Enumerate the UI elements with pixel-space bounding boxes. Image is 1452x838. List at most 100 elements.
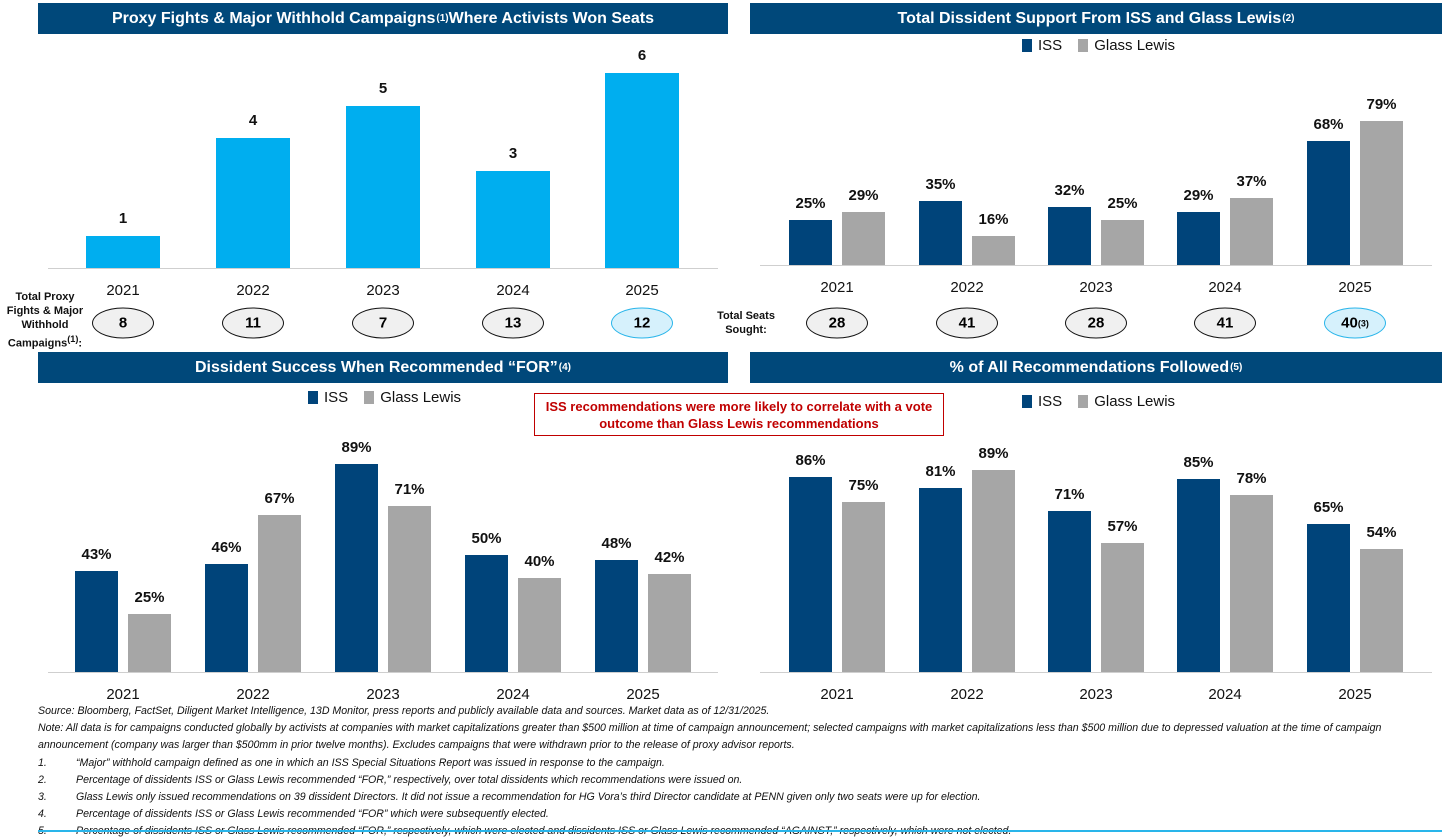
- bar: [476, 170, 550, 268]
- bar: [605, 73, 679, 268]
- total-count: 11: [245, 314, 261, 332]
- bar-glass-lewis: [1360, 121, 1403, 265]
- total-count: 13: [504, 314, 522, 332]
- chart-title: Dissident Success When Recommended “FOR”: [195, 358, 558, 376]
- data-label: 50%: [471, 530, 502, 547]
- data-label: 16%: [978, 210, 1009, 228]
- row-label-line: Total Seats: [717, 310, 775, 322]
- superscript: (1): [436, 13, 449, 24]
- x-tick-label: 2025: [625, 282, 659, 299]
- legend-swatch: [308, 391, 318, 404]
- chart-title-header: Proxy Fights & Major Withhold Campaigns(…: [38, 3, 728, 34]
- chart-title: Proxy Fights & Major Withhold Campaigns: [111, 9, 436, 27]
- bar-iss: [919, 201, 962, 265]
- data-label: 29%: [1183, 187, 1214, 205]
- total-count-oval: 8: [92, 307, 154, 339]
- bar-iss: [465, 555, 508, 672]
- bar-iss: [1307, 524, 1350, 672]
- data-label: 6: [637, 47, 647, 64]
- data-label: 37%: [1236, 172, 1267, 190]
- bar-iss: [1177, 212, 1220, 265]
- data-label: 42%: [654, 548, 685, 566]
- legend-swatch: [364, 391, 375, 404]
- total-count-oval: 41: [1194, 307, 1256, 339]
- legend-label: Glass Lewis: [1094, 37, 1176, 54]
- legend-label: ISS: [1038, 37, 1063, 54]
- bar-iss: [789, 476, 832, 672]
- total-count-oval: 7: [352, 307, 414, 339]
- total-count: 41: [958, 314, 976, 332]
- x-tick-label: 2022: [950, 686, 984, 703]
- bar-glass-lewis: [648, 573, 691, 672]
- total-count-oval: 11: [222, 307, 284, 339]
- legend: ISS Glass Lewis: [308, 389, 471, 406]
- total-count-oval: 40 (3): [1324, 307, 1386, 339]
- superscript: (1): [67, 334, 79, 344]
- footnote: 2. Percentage of dissidents ISS or Glass …: [38, 772, 1438, 789]
- footnote-text: Glass Lewis only issued recommendations …: [76, 791, 981, 804]
- data-label: 1: [118, 209, 128, 227]
- x-tick-label: 2021: [820, 279, 854, 296]
- data-label: 3: [508, 144, 518, 162]
- bar-glass-lewis: [1101, 219, 1144, 265]
- chart-title-suffix: Where Activists Won Seats: [448, 9, 655, 27]
- data-label: 46%: [211, 539, 242, 557]
- data-label: 89%: [978, 444, 1009, 462]
- data-label: 89%: [341, 438, 372, 456]
- x-tick-label: 2023: [366, 686, 400, 703]
- legend-label: Glass Lewis: [380, 389, 462, 406]
- legend-swatch: [1078, 39, 1089, 52]
- footnote: 4. Percentage of dissidents ISS or Glass …: [38, 806, 1438, 823]
- data-label: 54%: [1366, 524, 1397, 542]
- legend-label: ISS: [324, 389, 349, 406]
- x-tick-label: 2022: [236, 282, 270, 299]
- data-label: 40%: [524, 553, 555, 571]
- x-tick-label: 2024: [496, 686, 530, 703]
- source-note: Source: Bloomberg, FactSet, Diligent Mar…: [38, 705, 770, 717]
- x-tick-label: 2024: [1208, 279, 1242, 296]
- data-label: 71%: [394, 480, 425, 498]
- total-count-oval: 13: [482, 307, 544, 339]
- bar-iss: [789, 219, 832, 265]
- legend: ISS Glass Lewis: [1022, 37, 1185, 54]
- legend-swatch: [1022, 395, 1032, 408]
- bar-glass-lewis: [128, 613, 171, 672]
- x-axis-line: [760, 672, 1432, 673]
- data-label: 43%: [81, 546, 112, 564]
- x-tick-label: 2021: [820, 686, 854, 703]
- superscript: (4): [558, 362, 571, 373]
- total-count-oval: 28: [1065, 307, 1127, 339]
- bottom-divider: [38, 830, 1442, 832]
- bar-glass-lewis: [842, 501, 885, 672]
- superscript: (5): [1230, 362, 1243, 373]
- footnotes: Source: Bloomberg, FactSet, Diligent Mar…: [38, 703, 1438, 838]
- x-axis-line: [760, 265, 1432, 266]
- bar-iss: [75, 571, 118, 672]
- chart-title-header: % of All Recommendations Followed (5): [750, 352, 1442, 383]
- x-tick-label: 2022: [950, 279, 984, 296]
- row-label-line: Fights & Major: [6, 305, 84, 317]
- bar: [216, 138, 290, 268]
- data-label: 25%: [134, 588, 165, 606]
- footnote-text: Percentage of dissidents ISS or Glass Le…: [76, 808, 549, 821]
- bar-iss: [919, 488, 962, 672]
- bar-glass-lewis: [388, 505, 431, 672]
- chart-title-header: Total Dissident Support From ISS and Gla…: [750, 3, 1442, 34]
- data-label: 4: [248, 112, 258, 129]
- data-label: 32%: [1054, 181, 1085, 199]
- total-count-oval: 28: [806, 307, 868, 339]
- data-label: 25%: [1107, 194, 1138, 212]
- x-tick-label: 2025: [626, 686, 660, 703]
- total-count: 8: [118, 314, 128, 332]
- total-count: 28: [1087, 314, 1105, 332]
- row-label-line: Withhold: [21, 319, 69, 331]
- legend-swatch: [1022, 39, 1032, 52]
- bar-glass-lewis: [518, 578, 561, 672]
- chart-title: Total Dissident Support From ISS and Gla…: [897, 9, 1282, 27]
- superscript: (2): [1282, 13, 1295, 24]
- footnote: 3. Glass Lewis only issued recommendation…: [38, 789, 1438, 806]
- total-count: 12: [633, 314, 651, 332]
- total-count: 7: [378, 314, 388, 332]
- x-tick-label: 2024: [496, 282, 530, 299]
